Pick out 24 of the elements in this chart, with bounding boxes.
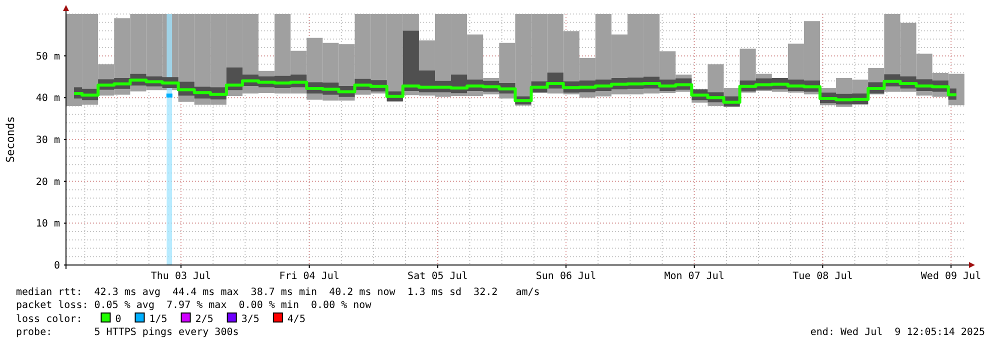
x-tick-label: Sat 05 Jul — [408, 271, 468, 282]
legend-label: 1/5 — [149, 314, 168, 325]
x-tick-label: Fri 04 Jul — [279, 271, 340, 282]
y-axis-title: Seconds — [4, 116, 17, 163]
text: median rtt: 42.3 ms avg 44.4 ms max 38.7 ms min 40.2 ms now 1.3 ms sd 32.2 am/s — [16, 287, 540, 298]
y-tick-label: 40 m — [36, 93, 60, 104]
x-tick-label: Thu 03 Jul — [150, 271, 212, 282]
legend-title: loss color: — [16, 314, 82, 325]
y-tick-label: 50 m — [36, 51, 60, 62]
x-tick-label: Mon 07 Jul — [664, 271, 724, 282]
y-tick-label: 20 m — [36, 176, 60, 188]
y-tick-label: 30 m — [36, 135, 60, 146]
y-tick-label: 0 — [54, 260, 60, 272]
text: packet loss: 0.05 % avg 7.97 % max 0.00 % min 0.00 % now — [16, 300, 372, 311]
text: end: Wed Jul 9 12:05:14 2025 — [810, 327, 985, 338]
legend-label: 0 — [115, 314, 122, 325]
text: probe: 5 HTTPS pings every 300s — [16, 327, 239, 338]
x-tick-label: Tue 08 Jul — [792, 271, 853, 282]
legend-label: 4/5 — [287, 314, 306, 325]
x-tick-label: Wed 09 Jul — [920, 271, 982, 282]
y-tick-label: 10 m — [36, 218, 60, 230]
legend-label: 3/5 — [241, 314, 260, 325]
legend-label: 2/5 — [195, 314, 214, 325]
x-tick-label: Sun 06 Jul — [536, 271, 596, 282]
